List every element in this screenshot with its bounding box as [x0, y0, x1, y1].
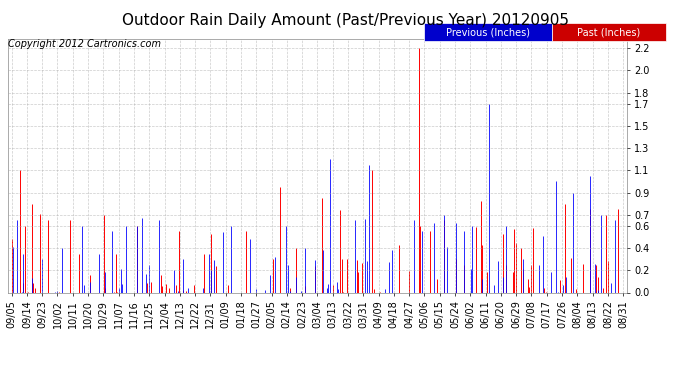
Text: Past (Inches): Past (Inches) — [578, 27, 640, 37]
Text: Outdoor Rain Daily Amount (Past/Previous Year) 20120905: Outdoor Rain Daily Amount (Past/Previous… — [121, 13, 569, 28]
Text: Copyright 2012 Cartronics.com: Copyright 2012 Cartronics.com — [8, 39, 161, 50]
Text: Previous (Inches): Previous (Inches) — [446, 27, 530, 37]
